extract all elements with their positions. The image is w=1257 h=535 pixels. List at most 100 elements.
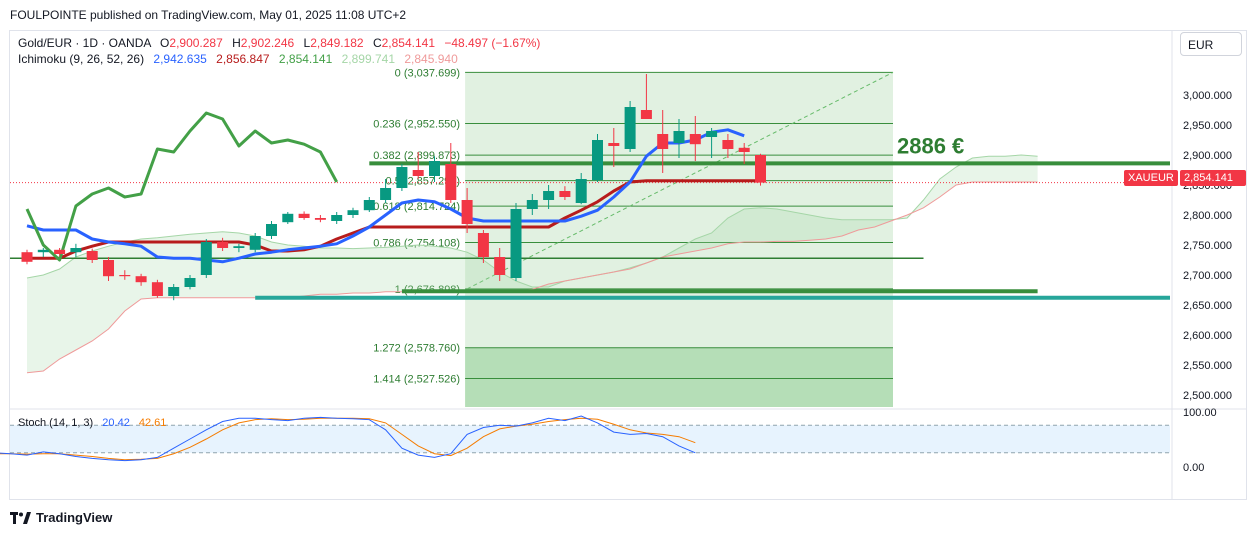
candle-body — [266, 224, 277, 236]
tradingview-footer[interactable]: TradingView — [10, 510, 112, 525]
fib-level-label: 1.414 (2,527.526) — [373, 373, 460, 385]
lagging-value: 2,854.141 — [278, 52, 333, 66]
price-axis-tick: 2,900.000 — [1183, 150, 1232, 162]
candle-body — [608, 143, 620, 146]
candle-body — [738, 147, 750, 152]
low-label: L — [303, 36, 311, 50]
symbol-price-tag: XAUEUR — [1124, 170, 1178, 186]
candle-body — [510, 209, 522, 278]
ichimoku-legend: Ichimoku (9, 26, 52, 26) 2,942.635 2,856… — [18, 52, 458, 66]
candle-body — [657, 134, 669, 149]
tenkan-line — [26, 128, 745, 264]
price-axis-tick: 2,600.000 — [1183, 330, 1232, 342]
candle-body — [54, 249, 66, 254]
low-value: 2,849.182 — [310, 36, 364, 50]
candle-body — [755, 155, 766, 183]
candle-body — [86, 251, 98, 260]
price-axis-tick: 2,750.000 — [1183, 240, 1232, 252]
tradingview-logo-icon — [10, 511, 31, 524]
high-value: 2,902.246 — [240, 36, 295, 50]
price-axis-tick: 2,550.000 — [1183, 360, 1232, 372]
price-annotation: 2886 € — [897, 133, 964, 158]
candle-body — [217, 242, 229, 248]
candle-body — [396, 167, 408, 188]
candle-body — [477, 233, 489, 257]
candle-body — [722, 140, 734, 149]
kijun-line — [27, 179, 761, 260]
candle-body — [168, 287, 180, 296]
ichimoku-cloud — [27, 155, 1038, 373]
price-axis-tick: 2,500.000 — [1183, 390, 1232, 402]
candle-body — [526, 200, 538, 209]
candle-body — [184, 278, 196, 287]
candle-body — [445, 164, 457, 200]
candle-body — [135, 276, 147, 283]
symbol-label[interactable]: Gold/EUR · 1D · OANDA — [18, 36, 151, 50]
candle-body — [249, 236, 261, 250]
candle-body — [575, 179, 587, 203]
publisher-header: FOULPOINTE published on TradingView.com,… — [10, 8, 407, 22]
stoch-axis-tick: 0.00 — [1183, 462, 1204, 474]
tenkan-value: 2,942.635 — [153, 52, 207, 66]
candle-body — [673, 131, 685, 143]
candle-body — [200, 242, 212, 275]
last-price-tag: 2,854.141 — [1180, 170, 1246, 186]
high-label: H — [232, 36, 241, 50]
candle-body — [380, 188, 392, 200]
open-value: 2,900.287 — [169, 36, 223, 50]
candle-body — [429, 161, 440, 176]
candle-body — [461, 200, 473, 224]
candle-body — [103, 260, 114, 277]
stoch-axis-tick: 100.00 — [1183, 407, 1217, 419]
open-label: O — [160, 36, 170, 50]
stoch-legend: Stoch (14, 1, 3) 20.42 42.61 — [18, 417, 166, 429]
ohlc-legend: Gold/EUR · 1D · OANDA O2,900.287 H2,902.… — [18, 36, 540, 50]
candle-body — [412, 170, 424, 176]
candle-body — [282, 213, 294, 223]
kijun-value: 2,856.847 — [216, 52, 270, 66]
price-axis-tick: 2,800.000 — [1183, 210, 1232, 222]
candle-body — [543, 191, 555, 200]
price-axis-tick: 2,700.000 — [1183, 270, 1232, 282]
candle-body — [347, 210, 359, 215]
fib-level-label: 0.382 (2,899.873) — [373, 150, 460, 162]
ichimoku-label[interactable]: Ichimoku (9, 26, 52, 26) — [18, 52, 145, 66]
candle-body — [21, 252, 33, 262]
candle-body — [70, 248, 82, 253]
candle-body — [706, 131, 718, 137]
stoch-k-value: 20.42 — [102, 417, 130, 429]
footer-brand: TradingView — [36, 510, 113, 525]
fib-level-label: 1.272 (2,578.760) — [373, 343, 460, 355]
candle-body — [314, 218, 326, 220]
chart-frame — [9, 30, 1247, 500]
span-b-value: 2,845.940 — [404, 52, 458, 66]
candle-body — [640, 110, 652, 119]
candle-body — [331, 215, 343, 221]
fib-extension-zone — [465, 347, 893, 407]
lagging-line — [25, 111, 339, 262]
candle-body — [494, 257, 506, 275]
candle-body — [37, 249, 49, 253]
candle-body — [363, 200, 375, 211]
stoch-d-value: 42.61 — [138, 417, 167, 429]
close-label: C — [372, 36, 382, 50]
fib-level-label: 0.236 (2,952.550) — [373, 118, 460, 130]
stoch-band — [10, 425, 1170, 453]
candle-body — [119, 275, 131, 277]
span-a-line — [26, 154, 1038, 288]
candle-body — [689, 134, 701, 145]
currency-button[interactable]: EUR — [1180, 32, 1242, 56]
candle-body — [233, 246, 245, 248]
candle-body — [151, 282, 163, 296]
close-value: 2,854.141 — [381, 36, 436, 50]
span-a-value: 2,899.741 — [341, 52, 396, 66]
candle-body — [559, 191, 571, 197]
stoch-label[interactable]: Stoch (14, 1, 3) — [18, 417, 94, 429]
fib-level-label: 0 (3,037.699) — [395, 67, 460, 79]
change-value: −48.497 (−1.67%) — [444, 36, 541, 50]
stoch-k-line — [0, 415, 696, 462]
price-axis-tick: 2,650.000 — [1183, 300, 1232, 312]
candle-body — [592, 140, 603, 181]
price-axis-tick: 2,950.000 — [1183, 120, 1232, 132]
